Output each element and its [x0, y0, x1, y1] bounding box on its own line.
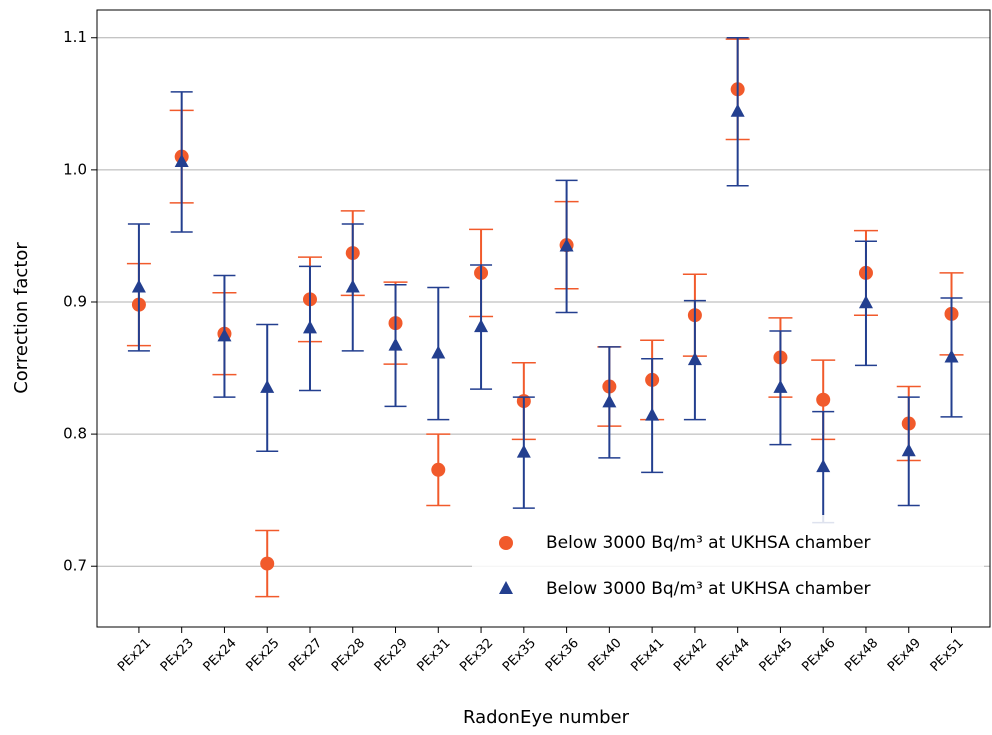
- x-tick-label: PEx44: [714, 636, 753, 675]
- legend-box: [472, 515, 984, 619]
- x-tick-label: PEx49: [885, 636, 924, 675]
- x-tick-label: PEx25: [243, 636, 282, 675]
- y-tick-label: 0.7: [63, 557, 87, 575]
- point: [602, 394, 617, 408]
- x-axis-label: RadonEye number: [463, 707, 630, 728]
- legend-label: Below 3000 Bq/m³ at UKHSA chamber: [546, 533, 871, 553]
- y-tick-label: 0.8: [63, 425, 87, 443]
- plot-frame: [96, 9, 991, 628]
- x-tick-label: PEx42: [671, 636, 710, 675]
- x-tick-label: PEx40: [586, 636, 625, 675]
- point: [559, 238, 574, 252]
- y-axis-label: Correction factor: [11, 242, 32, 394]
- y-tick-label: 1.1: [63, 28, 87, 46]
- legend-marker: [499, 536, 513, 550]
- point: [816, 392, 831, 407]
- x-tick-label: PEx36: [543, 636, 582, 675]
- y-tick-label: 0.9: [63, 292, 87, 310]
- point: [345, 279, 360, 293]
- point: [645, 407, 660, 421]
- x-tick-label: PEx28: [329, 636, 368, 675]
- point: [474, 319, 489, 333]
- point: [816, 459, 831, 473]
- x-tick-label: PEx32: [457, 636, 496, 675]
- x-tick-label: PEx51: [928, 636, 967, 675]
- x-tick-label: PEx48: [842, 636, 881, 675]
- point: [944, 349, 959, 363]
- point: [773, 379, 788, 393]
- y-tick-label: 1.0: [63, 160, 87, 178]
- legend-marker: [499, 581, 513, 594]
- x-tick-label: PEx31: [414, 636, 453, 675]
- x-tick-label: PEx29: [372, 636, 411, 675]
- legend-label: Below 3000 Bq/m³ at UKHSA chamber: [546, 579, 871, 599]
- point: [901, 443, 916, 457]
- point: [431, 462, 446, 477]
- point: [730, 103, 745, 117]
- point: [217, 328, 232, 342]
- x-tick-label: PEx35: [500, 636, 539, 675]
- x-tick-label: PEx23: [158, 636, 197, 675]
- point: [131, 279, 146, 293]
- point: [302, 320, 317, 334]
- x-tick-label: PEx21: [115, 636, 154, 675]
- x-tick-label: PEx24: [201, 636, 240, 675]
- point: [388, 337, 403, 351]
- x-tick-label: PEx45: [757, 636, 796, 675]
- x-tick-label: PEx27: [286, 636, 325, 675]
- x-tick-label: PEx46: [799, 636, 838, 675]
- point: [174, 153, 189, 167]
- point: [516, 444, 531, 458]
- point: [431, 345, 446, 359]
- point: [687, 352, 702, 366]
- x-tick-label: PEx41: [628, 636, 667, 675]
- point: [260, 379, 275, 393]
- point: [858, 295, 873, 309]
- point: [260, 556, 275, 571]
